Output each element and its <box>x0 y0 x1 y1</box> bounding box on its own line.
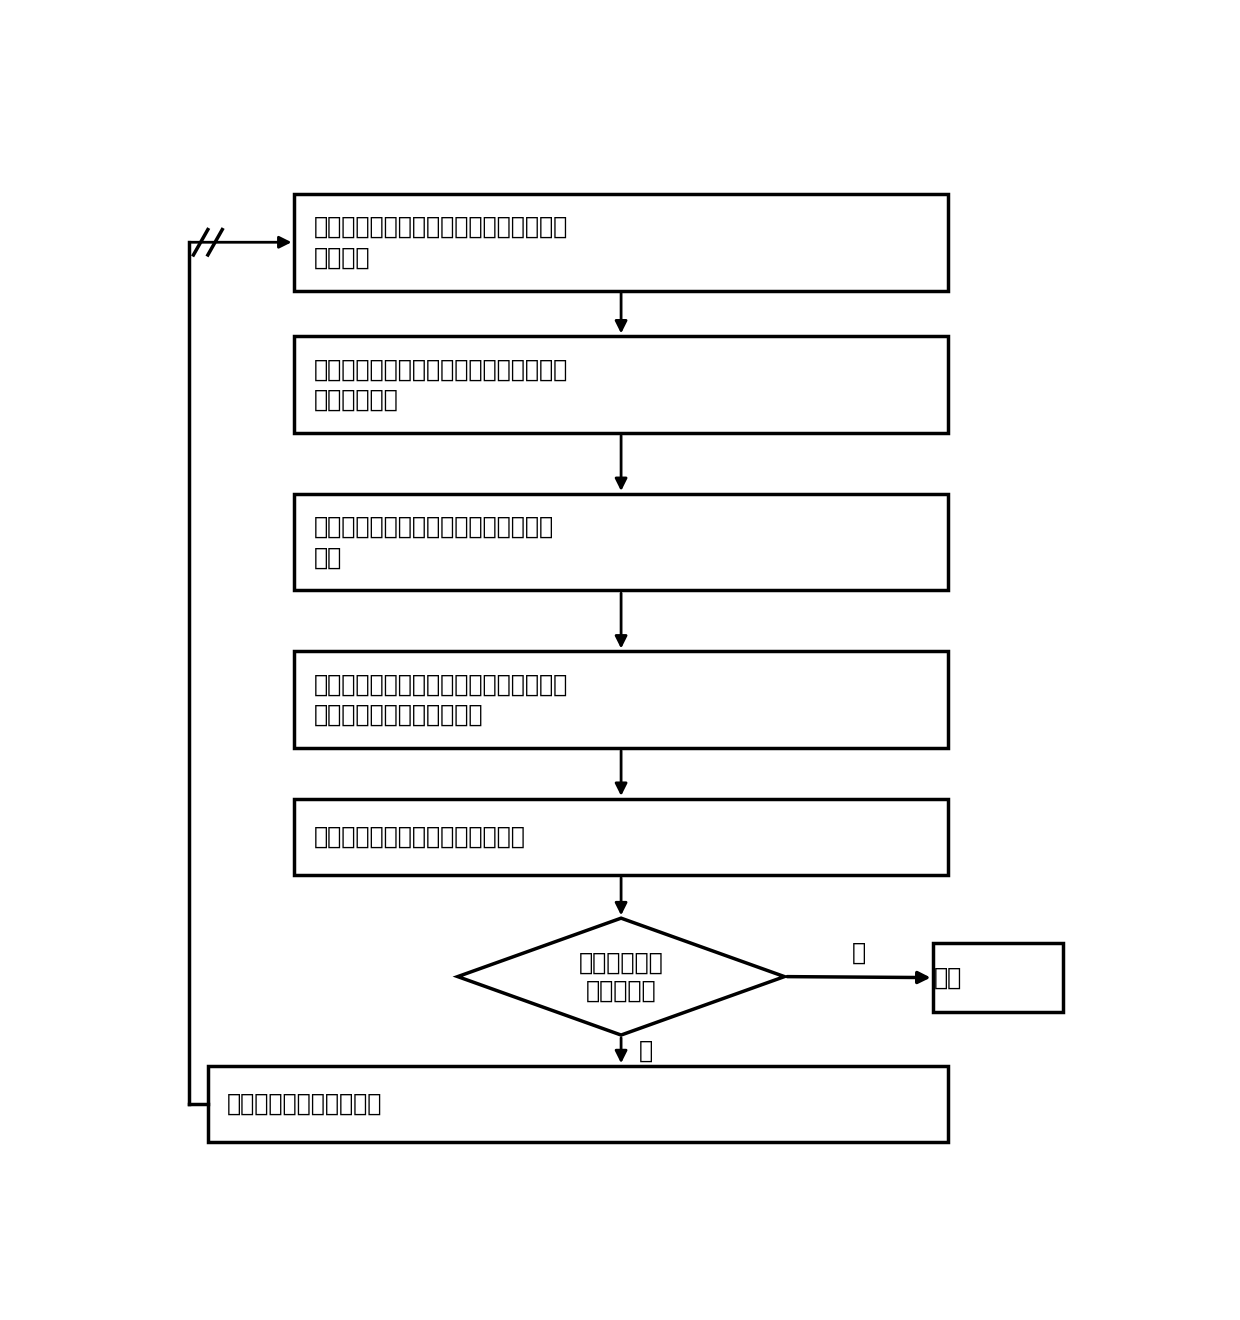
Text: 否: 否 <box>639 1039 652 1063</box>
Text: 是: 是 <box>852 940 866 965</box>
Bar <box>294 194 947 290</box>
Bar <box>934 942 1063 1012</box>
Text: 计算下一时刻桥臂总电压和输出相电压的: 计算下一时刻桥臂总电压和输出相电压的 <box>314 215 568 239</box>
Text: 根据预测误差对下一时刻的预测值进行滚: 根据预测误差对下一时刻的预测值进行滚 <box>314 672 568 697</box>
Text: 子模块排序、投入、开断: 子模块排序、投入、开断 <box>227 1092 382 1117</box>
Bar <box>294 494 947 590</box>
Text: 获得校正值；: 获得校正值； <box>314 388 398 412</box>
Bar <box>294 651 947 748</box>
Bar <box>208 1067 947 1142</box>
Text: 计算各个桥臂需开通子模块的数量: 计算各个桥臂需开通子模块的数量 <box>314 825 526 849</box>
Bar <box>294 337 947 433</box>
Text: 预测值；: 预测值； <box>314 246 370 269</box>
Text: 模块化多电平: 模块化多电平 <box>579 950 663 974</box>
Text: 结束: 结束 <box>934 966 962 990</box>
Text: 变流器关闭: 变流器关闭 <box>585 979 656 1003</box>
Text: 差；: 差； <box>314 545 342 569</box>
Polygon shape <box>458 919 785 1035</box>
Text: 校正桥臂总电压和输出相电压的预测值，: 校正桥臂总电压和输出相电压的预测值， <box>314 358 568 381</box>
Text: 动优化，获得最终预测值；: 动优化，获得最终预测值； <box>314 702 484 727</box>
Text: 计算桥臂总电压和输出相电压的预测误: 计算桥臂总电压和输出相电压的预测误 <box>314 515 554 539</box>
Bar <box>294 799 947 875</box>
